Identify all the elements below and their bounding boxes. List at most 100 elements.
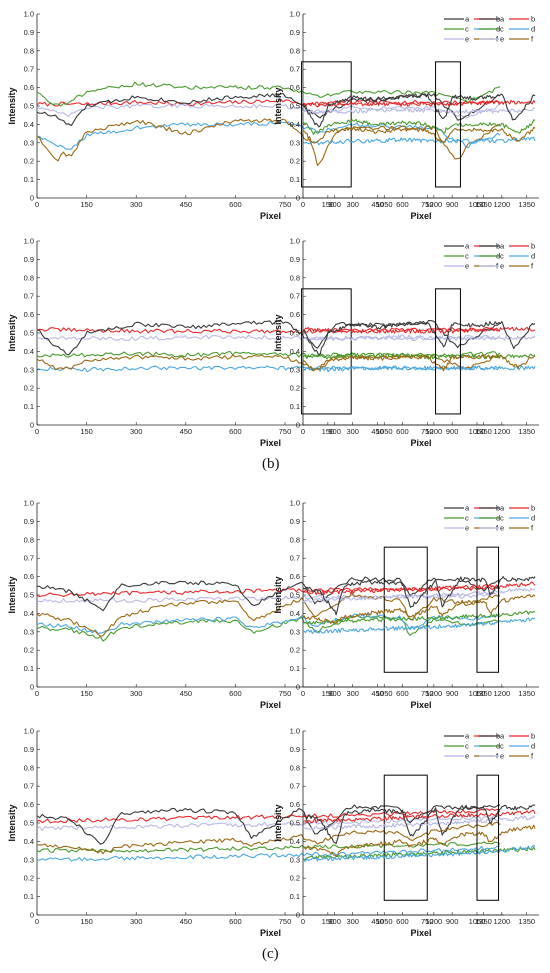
legend-label-b: b — [531, 15, 535, 24]
legend-label-c: c — [500, 252, 504, 261]
x-tick-label: 1200 — [426, 689, 443, 698]
x-tick-label: 0 — [301, 689, 305, 698]
series-line-d — [302, 365, 536, 373]
y-tick-label: 0.9 — [290, 28, 300, 37]
x-tick-label: 0 — [35, 689, 39, 698]
x-tick-label: 900 — [446, 200, 459, 209]
y-tick-label: 1.0 — [290, 10, 300, 19]
chart-5: 0 0.1 0.2 0.3 0.4 0.5 0.6 0.7 0.8 0.9 1.0 0 150 300 45… — [7, 499, 504, 710]
x-tick-label: 750 — [279, 917, 292, 926]
x-tick-label: 300 — [130, 689, 143, 698]
panel-label-b: (b) — [262, 456, 280, 472]
chart-2: 0 0.1 0.2 0.3 0.4 0.5 0.6 0.7 0.8 0.9 1.0 0 150 300 45… — [273, 10, 539, 221]
y-axis-label: Intensity — [273, 87, 283, 124]
legend-label-b: b — [531, 732, 535, 741]
series-line-e — [302, 587, 536, 603]
x-tick-label: 450 — [180, 689, 193, 698]
x-tick-label: 450 — [180, 427, 193, 436]
y-axis-label: Intensity — [273, 804, 283, 841]
x-tick-label: 150 — [322, 689, 335, 698]
y-tick-label: 0.5 — [24, 102, 34, 111]
series-line-b — [36, 585, 501, 598]
y-tick-label: 0.9 — [24, 255, 34, 264]
y-tick-label: 0.8 — [290, 763, 300, 772]
x-tick-label: 1350 — [518, 689, 535, 698]
legend-label-d: d — [531, 742, 535, 751]
y-tick-label: 0.1 — [24, 892, 34, 901]
series-line-a — [36, 804, 501, 845]
y-axis-label: Intensity — [273, 314, 283, 351]
y-tick-label: 0.6 — [290, 572, 300, 581]
series-line-e — [36, 103, 501, 119]
legend-label-a: a — [465, 15, 470, 24]
legend-label-c: c — [500, 514, 504, 523]
y-tick-label: 0.9 — [24, 517, 34, 526]
y-tick-label: 0 — [30, 194, 34, 203]
y-tick-label: 0.6 — [290, 310, 300, 319]
y-tick-label: 0.2 — [24, 384, 34, 393]
series-line-c — [302, 118, 536, 135]
y-tick-label: 0.5 — [290, 819, 300, 828]
x-tick-label: 1050 — [376, 200, 393, 209]
series-line-b — [302, 99, 536, 107]
y-tick-label: 0 — [30, 683, 34, 692]
y-tick-label: 0.8 — [290, 535, 300, 544]
x-tick-label: 300 — [130, 200, 143, 209]
x-tick-label: 300 — [346, 917, 359, 926]
x-tick-label: 900 — [446, 427, 459, 436]
x-tick-label: 1200 — [494, 689, 511, 698]
y-tick-label: 1.0 — [24, 237, 34, 246]
legend-label-e: e — [500, 262, 504, 271]
y-tick-label: 0.3 — [290, 138, 300, 147]
x-tick-label: 1350 — [475, 689, 492, 698]
x-tick-label: 150 — [80, 200, 93, 209]
legend-label-d: d — [531, 252, 535, 261]
series-line-a — [302, 804, 536, 845]
y-tick-label: 0.7 — [24, 292, 34, 301]
legend-label-f: f — [531, 752, 534, 761]
y-tick-label: 0.1 — [290, 664, 300, 673]
series-line-c — [303, 610, 536, 625]
x-axis-label: Pixel — [410, 928, 431, 938]
y-tick-label: 0 — [296, 911, 300, 920]
x-axis-label: Pixel — [260, 211, 281, 221]
y-tick-label: 0.2 — [290, 157, 300, 166]
x-tick-label: 150 — [322, 427, 335, 436]
y-tick-label: 0.1 — [24, 664, 34, 673]
y-tick-label: 0.8 — [24, 763, 34, 772]
x-tick-label: 1200 — [426, 917, 443, 926]
legend-label-a: a — [500, 504, 505, 513]
series-line-f — [36, 592, 501, 637]
y-tick-label: 0.4 — [290, 347, 300, 356]
x-tick-label: 600 — [396, 917, 409, 926]
x-tick-label: 300 — [346, 427, 359, 436]
y-tick-label: 0 — [296, 194, 300, 203]
x-tick-label: 750 — [421, 200, 434, 209]
x-tick-label: 150 — [322, 200, 335, 209]
y-tick-label: 0.7 — [24, 554, 34, 563]
panel-label-c: (c) — [262, 946, 279, 962]
x-tick-label: 0 — [301, 427, 305, 436]
y-tick-label: 0.5 — [290, 591, 300, 600]
x-tick-label: 1200 — [494, 200, 511, 209]
series-line-b — [302, 326, 536, 334]
x-tick-label: 750 — [279, 427, 292, 436]
x-tick-label: 0 — [301, 917, 305, 926]
series-line-a — [302, 320, 536, 357]
series-line-a — [36, 576, 501, 612]
legend-label-a: a — [465, 242, 470, 251]
x-tick-label: 300 — [346, 200, 359, 209]
y-tick-label: 0 — [30, 911, 34, 920]
y-tick-label: 0.4 — [290, 837, 300, 846]
series-line-d — [36, 613, 501, 634]
y-axis-label: Intensity — [7, 576, 17, 613]
y-axis-label: Intensity — [273, 576, 283, 613]
y-tick-label: 0.7 — [290, 292, 300, 301]
y-tick-label: 0.4 — [24, 609, 34, 618]
x-tick-label: 600 — [229, 917, 242, 926]
legend-label-c: c — [465, 25, 469, 34]
y-tick-label: 0.5 — [24, 819, 34, 828]
y-tick-label: 0.1 — [290, 892, 300, 901]
y-tick-label: 0.9 — [290, 745, 300, 754]
